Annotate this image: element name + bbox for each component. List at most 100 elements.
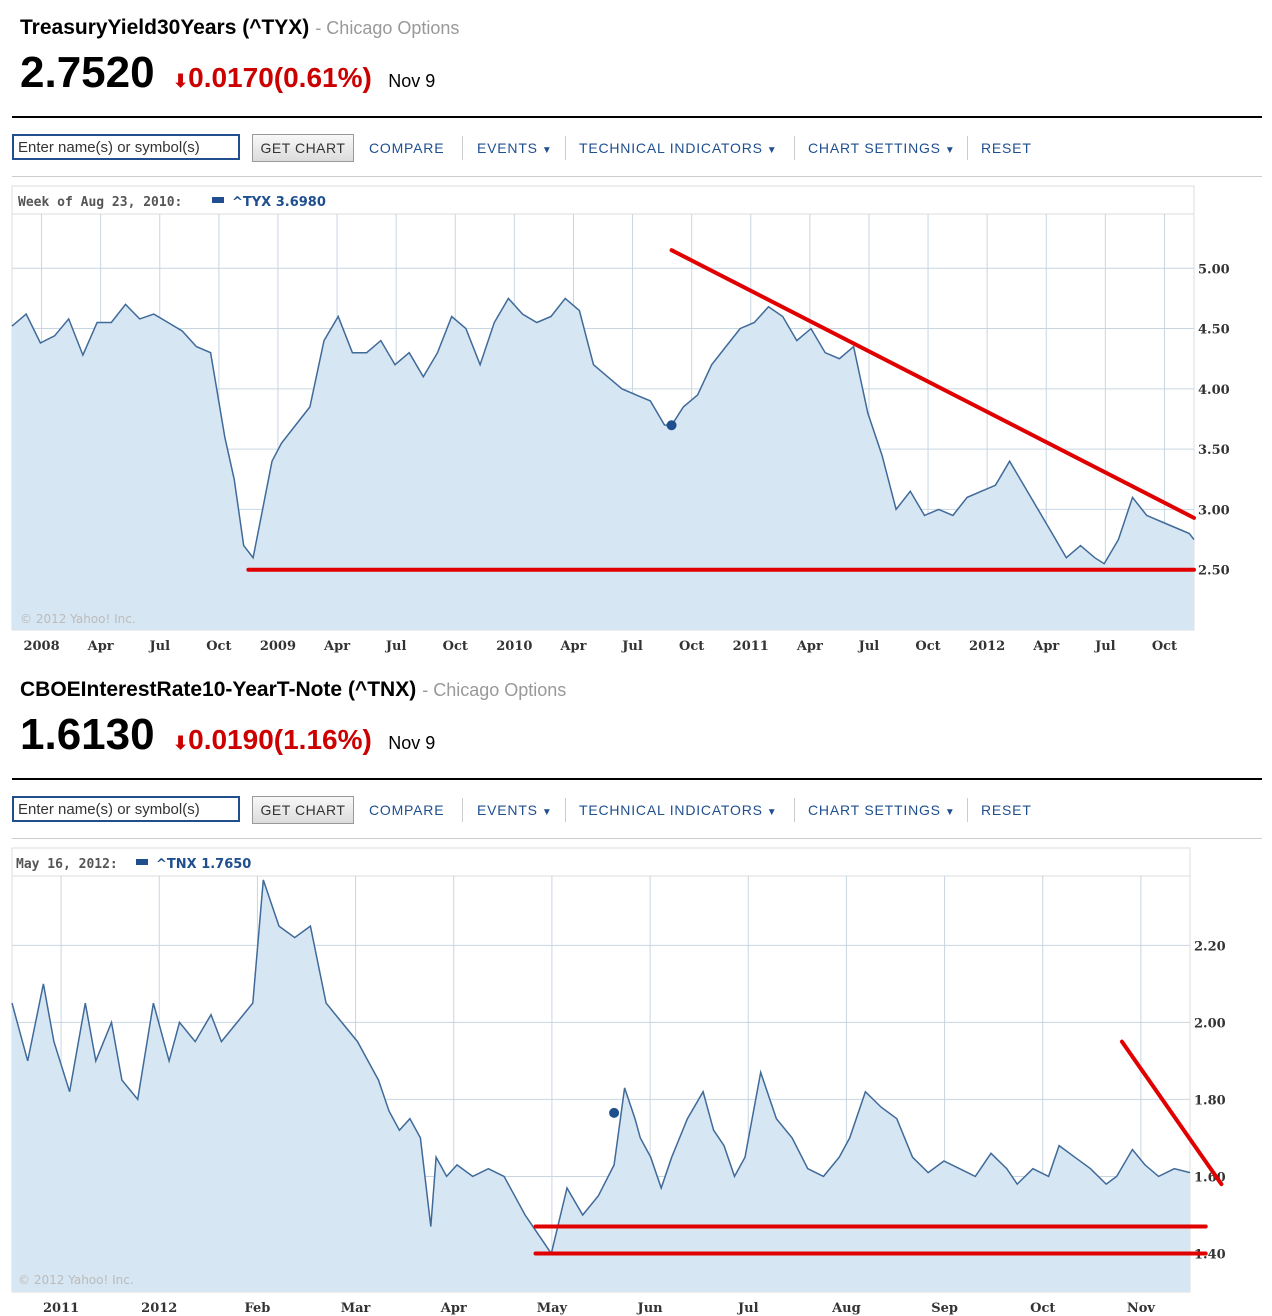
reset-button[interactable]: RESET xyxy=(981,140,1032,156)
divider xyxy=(967,798,968,822)
chart-settings-menu[interactable]: CHART SETTINGS ▼ xyxy=(808,802,956,818)
events-label: EVENTS xyxy=(477,802,538,818)
symbol-name: CBOEInterestRate10-YearT-Note (^TNX) xyxy=(20,678,417,701)
chart-settings-label: CHART SETTINGS xyxy=(808,140,941,156)
divider xyxy=(12,176,1262,177)
divider xyxy=(462,798,463,822)
technical-indicators-label: TECHNICAL INDICATORS xyxy=(579,802,763,818)
caret-down-icon: ▼ xyxy=(541,807,553,818)
x-tick-label: Oct xyxy=(206,639,231,654)
legend-swatch xyxy=(212,197,224,203)
down-arrow-icon: ⬇ xyxy=(173,733,189,753)
get-chart-button[interactable]: GET CHART xyxy=(252,134,354,162)
quote-title: CBOEInterestRate10-YearT-Note (^TNX) - Ch… xyxy=(20,678,566,702)
symbol-name: TreasuryYield30Years (^TYX) xyxy=(20,16,310,39)
technical-indicators-label: TECHNICAL INDICATORS xyxy=(579,140,763,156)
x-tick-label: Mar xyxy=(341,1301,371,1316)
trend-line xyxy=(1119,1039,1224,1187)
x-tick-label: Feb xyxy=(244,1301,270,1316)
x-tick-label: Oct xyxy=(915,639,940,654)
x-tick-label: Jul xyxy=(148,639,170,654)
divider xyxy=(794,798,795,822)
legend-series: ^TYX 3.6980 xyxy=(232,195,326,210)
legend-series: ^TNX 1.7650 xyxy=(156,857,251,872)
quote-title: TreasuryYield30Years (^TYX) - Chicago Opt… xyxy=(20,16,459,40)
price-change-pct: (1.16%) xyxy=(273,724,372,755)
compare-button[interactable]: COMPARE xyxy=(369,802,445,818)
symbol-input[interactable] xyxy=(12,796,240,822)
last-price: 2.7520 xyxy=(20,48,155,97)
down-arrow-icon: ⬇ xyxy=(173,71,189,91)
x-tick-label: Jul xyxy=(858,639,880,654)
hover-marker xyxy=(609,1107,620,1118)
x-tick-label: 2012 xyxy=(969,639,1005,654)
hover-marker xyxy=(666,420,677,431)
price-area xyxy=(12,298,1194,630)
legend-bar xyxy=(11,847,1191,877)
price-row: 1.6130 ⬇0.0190(1.16%) Nov 9 xyxy=(20,710,435,760)
x-tick-label: 2011 xyxy=(43,1301,79,1316)
compare-button[interactable]: COMPARE xyxy=(369,140,445,156)
reset-button[interactable]: RESET xyxy=(981,802,1032,818)
x-tick-label: Apr xyxy=(1032,639,1059,654)
tnx-chart[interactable]: May 16, 2012: ^TNX 1.7650 1.401.601.802.… xyxy=(0,662,1272,1316)
last-price: 1.6130 xyxy=(20,710,155,759)
divider xyxy=(12,838,1262,839)
caret-down-icon: ▼ xyxy=(944,807,956,818)
legend-date: May 16, 2012: xyxy=(16,857,118,872)
y-tick-label: 1.80 xyxy=(1194,1093,1226,1108)
divider xyxy=(794,136,795,160)
copyright: © 2012 Yahoo! Inc. xyxy=(18,1273,134,1287)
trend-line xyxy=(669,248,1196,520)
caret-down-icon: ▼ xyxy=(541,145,553,156)
technical-indicators-menu[interactable]: TECHNICAL INDICATORS ▼ xyxy=(579,802,777,818)
chart-toolbar: GET CHART COMPARE EVENTS▼ TECHNICAL INDI… xyxy=(12,796,1262,830)
price-change: 0.0170 xyxy=(188,62,274,93)
chart-settings-menu[interactable]: CHART SETTINGS ▼ xyxy=(808,140,956,156)
price-line xyxy=(11,879,1191,1256)
technical-indicators-menu[interactable]: TECHNICAL INDICATORS ▼ xyxy=(579,140,777,156)
chart-settings-label: CHART SETTINGS xyxy=(808,802,941,818)
exchange-label: - Chicago Options xyxy=(315,18,460,38)
x-tick-label: Oct xyxy=(679,639,704,654)
get-chart-button[interactable]: GET CHART xyxy=(252,796,354,824)
y-tick-label: 3.50 xyxy=(1198,443,1230,458)
y-tick-label: 2.50 xyxy=(1198,564,1230,579)
x-tick-label: Jun xyxy=(637,1301,664,1316)
x-tick-label: Aug xyxy=(831,1301,861,1316)
x-tick-label: Apr xyxy=(440,1301,467,1316)
x-tick-label: Apr xyxy=(323,639,350,654)
y-tick-label: 4.50 xyxy=(1198,323,1230,338)
price-line xyxy=(11,297,1195,565)
events-menu[interactable]: EVENTS ▼ xyxy=(477,140,553,156)
x-tick-label: Oct xyxy=(1030,1301,1055,1316)
symbol-input[interactable] xyxy=(12,134,240,160)
quote-date: Nov 9 xyxy=(388,71,436,91)
x-tick-label: May xyxy=(537,1301,568,1316)
price-area xyxy=(12,879,1190,1292)
events-label: EVENTS xyxy=(477,140,538,156)
x-tick-label: 2008 xyxy=(23,639,59,654)
x-tick-label: Apr xyxy=(559,639,586,654)
x-tick-label: Oct xyxy=(443,639,468,654)
x-tick-label: Jul xyxy=(1094,639,1116,654)
caret-down-icon: ▼ xyxy=(766,145,778,156)
divider xyxy=(967,136,968,160)
legend-date: Week of Aug 23, 2010: xyxy=(18,195,182,210)
price-change: 0.0190 xyxy=(188,724,274,755)
x-tick-label: 2009 xyxy=(260,639,296,654)
tyx-chart[interactable]: Week of Aug 23, 2010: ^TYX 3.6980 2.50 3.… xyxy=(0,0,1272,662)
x-tick-label: Oct xyxy=(1152,639,1177,654)
x-tick-label: 2010 xyxy=(496,639,532,654)
x-tick-label: Apr xyxy=(87,639,114,654)
price-change-pct: (0.61%) xyxy=(273,62,372,93)
chart-toolbar: GET CHART COMPARE EVENTS▼ TECHNICAL INDI… xyxy=(12,134,1262,168)
events-menu[interactable]: EVENTS ▼ xyxy=(477,802,553,818)
x-tick-label: 2011 xyxy=(733,639,769,654)
legend-swatch xyxy=(136,859,148,865)
x-tick-label: Sep xyxy=(931,1301,958,1316)
x-tick-label: 2012 xyxy=(141,1301,177,1316)
copyright: © 2012 Yahoo! Inc. xyxy=(20,612,136,626)
x-tick-label: Jul xyxy=(737,1301,759,1316)
exchange-label: - Chicago Options xyxy=(422,680,567,700)
